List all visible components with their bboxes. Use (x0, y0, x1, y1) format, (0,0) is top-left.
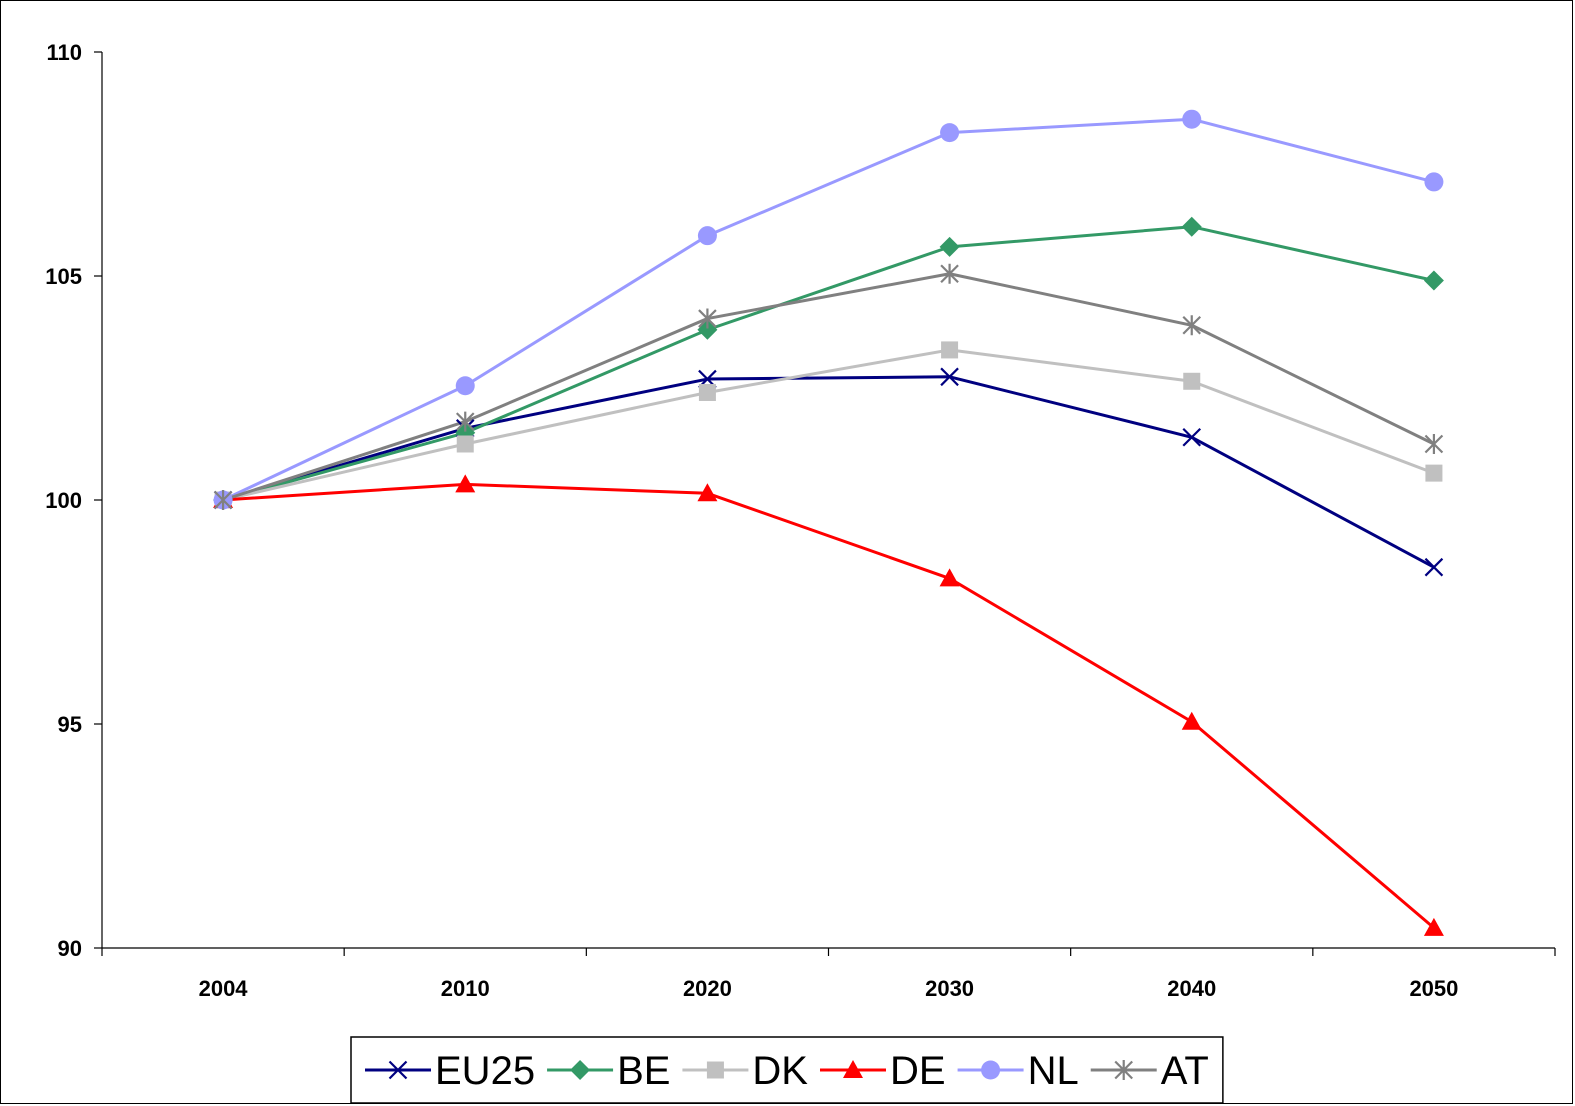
legend-label-at: AT (1161, 1049, 1209, 1093)
legend-marker-dk (706, 1061, 724, 1079)
series-line-at (222, 272, 1435, 502)
x-tick-label: 2050 (1409, 976, 1458, 1001)
series-line-be (222, 225, 1435, 502)
x-tick-label: 2010 (441, 976, 490, 1001)
legend-marker-de (843, 1060, 863, 1078)
data-point-at (455, 411, 475, 432)
legend-marker-eu25 (388, 1060, 408, 1080)
data-point-nl (1424, 172, 1444, 192)
data-point-de (1423, 917, 1444, 936)
data-point-dk (698, 383, 716, 401)
x-tick-label: 2040 (1167, 976, 1216, 1001)
data-point-nl (697, 226, 717, 246)
data-point-eu25 (940, 367, 959, 387)
series-line-nl (222, 117, 1435, 502)
data-point-dk (456, 435, 474, 453)
data-point-be (939, 236, 960, 257)
data-point-de (455, 474, 476, 493)
data-point-eu25 (1182, 428, 1202, 447)
series-line-eu25 (222, 375, 1435, 569)
data-point-dk (941, 341, 959, 359)
axes: 90 95 100 105 110 2004 2010 2020 2030 2040 2050 (45, 40, 1556, 1001)
data-point-de (939, 568, 960, 587)
legend-marker-be (570, 1060, 591, 1080)
legend-label-dk: DK (752, 1049, 808, 1093)
data-point-eu25 (1424, 557, 1444, 577)
legend: EU25 BE DK DE NL AT (350, 1036, 1224, 1104)
data-point-nl (1182, 109, 1202, 129)
legend-marker-nl (981, 1060, 1001, 1080)
x-tick-label: 2020 (683, 976, 732, 1001)
legend-label-nl: NL (1028, 1049, 1079, 1093)
data-point-at (213, 490, 233, 510)
y-tick-label: 100 (45, 488, 82, 513)
data-point-be (1181, 216, 1202, 237)
data-point-at (1424, 434, 1444, 454)
x-tick-label: 2004 (199, 976, 249, 1001)
data-point-at (940, 263, 959, 284)
legend-label-be: BE (617, 1049, 670, 1093)
y-tick-label: 90 (58, 936, 82, 961)
legend-label-de: DE (890, 1049, 946, 1093)
data-point-de (697, 483, 718, 502)
data-point-at (1182, 315, 1202, 336)
series-line-dk (222, 348, 1435, 502)
legend-marker-at (1114, 1060, 1133, 1080)
data-point-at (698, 308, 717, 329)
series-line-de (222, 482, 1435, 929)
y-tick-label: 105 (45, 264, 82, 289)
data-point-dk (1183, 372, 1201, 390)
series-markers (213, 109, 1444, 936)
data-point-nl (455, 376, 475, 396)
data-point-be (1423, 270, 1444, 291)
x-tick-label: 2030 (925, 976, 974, 1001)
data-point-dk (1425, 464, 1443, 482)
y-tick-label: 110 (47, 40, 83, 65)
legend-box (350, 1036, 1224, 1104)
data-point-nl (940, 123, 960, 143)
series-lines (222, 117, 1435, 929)
legend-label-eu25: EU25 (435, 1049, 535, 1093)
data-point-de (1181, 711, 1202, 730)
y-tick-label: 95 (58, 712, 82, 737)
